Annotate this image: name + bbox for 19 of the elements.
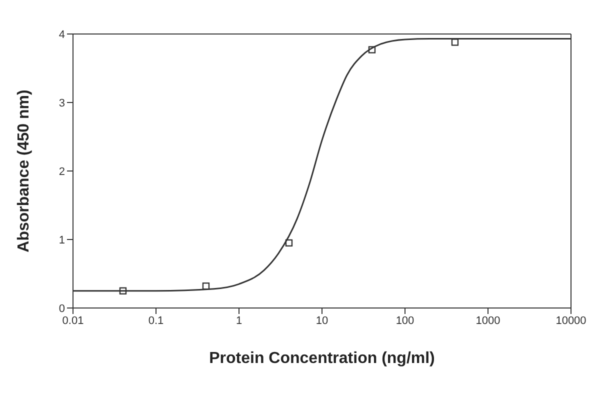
y-tick-label: 3 <box>58 97 65 110</box>
point <box>202 282 210 290</box>
y-axis-title: Absorbance (450 nm) <box>16 90 33 252</box>
y-tick-label: 1 <box>58 234 65 246</box>
x-tick-label: 1 <box>236 314 242 327</box>
point <box>368 46 376 54</box>
x-tick-label: 1000 <box>476 314 500 327</box>
x-tick-label: 10 <box>316 314 328 327</box>
x-tick-label: 100 <box>396 314 414 327</box>
x-axis-title: Protein Concentration (ng/ml) <box>209 350 435 367</box>
point <box>285 239 293 247</box>
point <box>451 38 459 46</box>
x-tick-label: 0.01 <box>62 314 84 327</box>
y-tick-label: 2 <box>58 166 65 178</box>
point <box>119 287 127 294</box>
x-tick-label: 10000 <box>556 314 586 327</box>
y-tick-label: 4 <box>58 28 65 41</box>
x-tick-label: 0.1 <box>148 314 164 327</box>
y-tick-label: 0 <box>58 302 65 315</box>
